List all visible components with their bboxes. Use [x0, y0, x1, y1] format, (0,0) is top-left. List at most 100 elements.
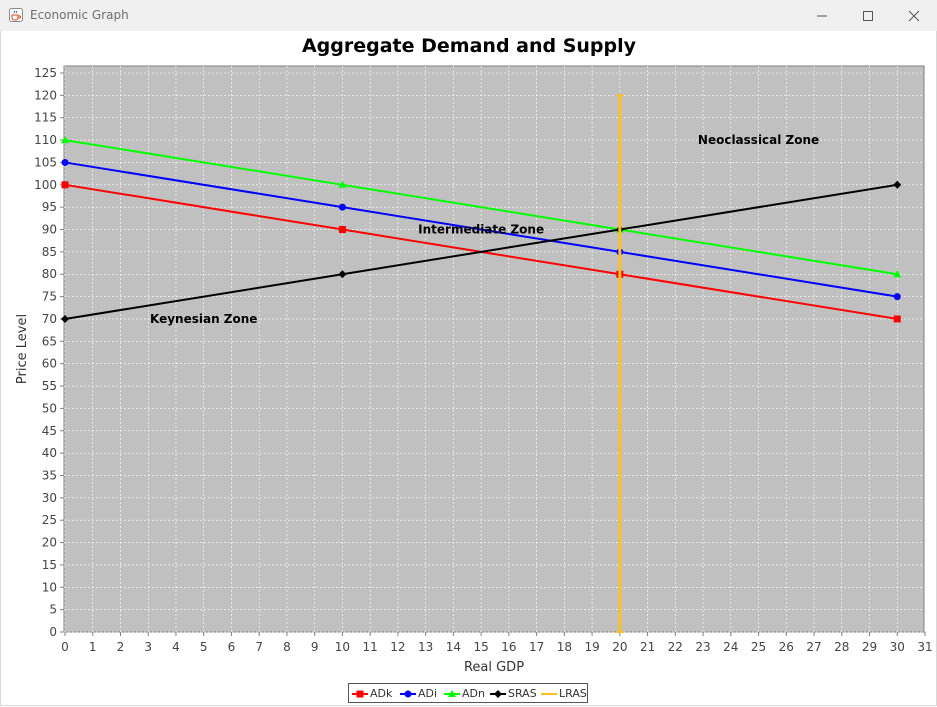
x-tick-label: 1 — [89, 640, 97, 654]
chart-legend: ADk ADi ADn SRAS LRAS — [348, 683, 588, 703]
x-tick-label: 15 — [473, 640, 488, 654]
y-tick-label: 100 — [34, 178, 57, 192]
close-icon — [908, 10, 920, 22]
series-sras — [61, 180, 902, 323]
legend-marker — [545, 693, 553, 695]
x-tick-label: 23 — [695, 640, 710, 654]
y-tick-label: 125 — [34, 66, 57, 80]
x-tick-label: 18 — [557, 640, 572, 654]
grid-lines — [64, 66, 926, 633]
legend-marker — [356, 690, 364, 698]
data-point-adk — [338, 226, 346, 234]
x-axis-label: Real GDP — [464, 660, 524, 675]
x-tick-label: 31 — [917, 640, 932, 654]
x-tick-label: 30 — [890, 640, 905, 654]
zone-annotation: Intermediate Zone — [418, 223, 544, 237]
y-tick-label: 50 — [42, 401, 57, 415]
data-point-sras — [893, 180, 902, 189]
y-tick-label: 15 — [42, 558, 57, 572]
y-tick-label: 110 — [34, 133, 57, 147]
maximize-button[interactable] — [845, 0, 891, 31]
data-point-adi — [893, 293, 901, 301]
x-tick-label: 28 — [834, 640, 849, 654]
series-layer — [61, 94, 902, 633]
legend-marker — [404, 690, 412, 698]
y-tick-label: 35 — [42, 468, 57, 482]
x-tick-label: 13 — [418, 640, 433, 654]
x-tick-label: 21 — [640, 640, 655, 654]
series-adi — [61, 158, 901, 301]
data-point-adi — [338, 203, 346, 211]
data-point-adn — [893, 270, 902, 278]
legend-label: LRAS — [559, 687, 587, 700]
legend-label: ADn — [462, 687, 485, 700]
x-tick-label: 17 — [529, 640, 544, 654]
data-point-adn — [338, 180, 347, 188]
y-tick-label: 20 — [42, 536, 57, 550]
x-axis: 0 1 2 3 4 5 6 7 8 9 10 11 12 13 14 15 16 17 18 19 20 21 22 23 24… — [61, 632, 933, 654]
x-tick-label: 27 — [806, 640, 821, 654]
x-tick-label: 20 — [612, 640, 627, 654]
chart-title: Aggregate Demand and Supply — [302, 35, 637, 57]
data-point-adk — [893, 315, 901, 323]
y-tick-label: 105 — [34, 155, 57, 169]
plot-area — [63, 65, 925, 633]
window-titlebar: Economic Graph — [0, 0, 937, 31]
data-point-lras — [616, 631, 624, 633]
x-tick-label: 12 — [390, 640, 405, 654]
y-tick-label: 60 — [42, 357, 57, 371]
x-tick-label: 10 — [335, 640, 350, 654]
x-tick-label: 14 — [446, 640, 461, 654]
x-tick-label: 26 — [779, 640, 794, 654]
y-tick-label: 10 — [42, 580, 57, 594]
y-axis: 0 5 10 15 20 25 30 35 40 45 50 55 60 65 70 75 80 85 90 95 10… — [34, 66, 64, 639]
series-line-adn — [64, 139, 898, 276]
y-tick-label: 85 — [42, 245, 57, 259]
y-tick-label: 25 — [42, 513, 57, 527]
y-axis-label: Price Level — [15, 314, 30, 384]
legend-swatch — [490, 690, 506, 698]
legend-marker — [494, 690, 502, 698]
x-tick-label: 29 — [862, 640, 877, 654]
x-tick-label: 2 — [117, 640, 125, 654]
y-tick-label: 5 — [49, 603, 57, 617]
legend-swatch — [400, 690, 416, 698]
y-tick-label: 120 — [34, 88, 57, 102]
window-title: Economic Graph — [30, 8, 129, 22]
zone-annotation: Keynesian Zone — [150, 312, 257, 326]
legend-swatch — [444, 690, 460, 697]
y-tick-label: 75 — [42, 290, 57, 304]
x-tick-label: 3 — [144, 640, 152, 654]
legend-label: ADk — [370, 687, 393, 700]
y-tick-label: 95 — [42, 200, 57, 214]
x-tick-label: 8 — [283, 640, 291, 654]
minimize-button[interactable] — [799, 0, 845, 31]
x-tick-label: 5 — [200, 640, 208, 654]
legend-label: SRAS — [508, 687, 537, 700]
data-point-sras — [61, 314, 69, 323]
y-tick-label: 0 — [49, 625, 57, 639]
minimize-icon — [817, 15, 827, 17]
x-tick-label: 22 — [668, 640, 683, 654]
data-point-sras — [338, 270, 347, 279]
x-tick-label: 19 — [584, 640, 599, 654]
y-tick-label: 115 — [34, 111, 57, 125]
data-point-adn — [61, 136, 69, 144]
legend-swatch — [352, 690, 368, 698]
y-tick-label: 55 — [42, 379, 57, 393]
series-line-sras — [64, 183, 898, 320]
java-coffee-cup-icon — [9, 8, 23, 22]
legend-marker — [448, 690, 456, 697]
data-point-adi — [61, 158, 69, 166]
y-tick-label: 65 — [42, 334, 57, 348]
series-lras — [616, 94, 624, 633]
y-tick-label: 90 — [42, 223, 57, 237]
series-line-adi — [64, 161, 898, 298]
legend-swatch — [541, 693, 557, 695]
data-point-lras — [616, 94, 624, 97]
y-tick-label: 40 — [42, 446, 57, 460]
close-button[interactable] — [891, 0, 937, 31]
maximize-icon — [863, 11, 873, 21]
x-tick-label: 4 — [172, 640, 180, 654]
